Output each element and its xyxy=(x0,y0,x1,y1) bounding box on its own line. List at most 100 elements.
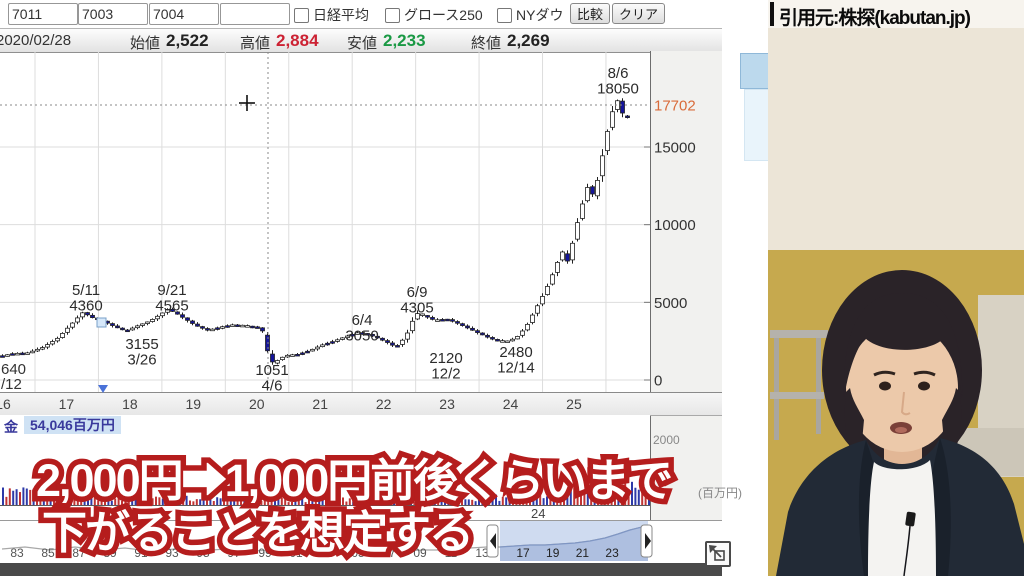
svg-text:21: 21 xyxy=(576,546,590,560)
svg-text:97: 97 xyxy=(227,546,241,560)
svg-text:23: 23 xyxy=(605,546,619,560)
checkbox-icon[interactable] xyxy=(294,7,309,23)
citation-caption: 引用元:株探(kabutan.jp) xyxy=(768,0,1024,29)
compare-button[interactable]: 比較 xyxy=(570,3,611,24)
svg-text:17: 17 xyxy=(59,396,75,412)
checkbox-icon[interactable] xyxy=(385,7,400,23)
svg-text:4/6: 4/6 xyxy=(262,378,283,395)
subtitle-text: 下がることを想定する xyxy=(42,507,474,558)
quote-date: 2020/02/28 xyxy=(0,32,72,49)
presenter-video xyxy=(768,0,1024,576)
svg-text:2000: 2000 xyxy=(653,433,680,447)
trading-value-badge: 54,046百万円 xyxy=(24,416,121,434)
svg-text:18: 18 xyxy=(122,396,138,412)
subtitle-line-2: 下がることを想定する 下がることを想定する xyxy=(36,496,479,564)
crosshair xyxy=(0,52,650,392)
subtitle-text: 2,000円➡1,000円前後くらいまで xyxy=(36,455,673,506)
svg-text:15000: 15000 xyxy=(654,140,696,157)
checkbox-label: グロース250 xyxy=(404,7,483,23)
svg-text:89: 89 xyxy=(103,546,117,560)
svg-text:07: 07 xyxy=(382,546,396,560)
bottom-scrollbar[interactable] xyxy=(0,563,770,576)
expand-icon xyxy=(709,545,725,561)
event-markers xyxy=(96,317,108,393)
toolbar: 日経平均 グロース250 NYダウ 比較 クリア xyxy=(0,0,722,28)
trading-value-prefix: 金 xyxy=(4,419,18,435)
svg-text:99: 99 xyxy=(258,546,272,560)
open-label: 始値 xyxy=(130,35,161,52)
svg-text:2480: 2480 xyxy=(499,344,532,361)
svg-text:87: 87 xyxy=(72,546,86,560)
presenter-illustration xyxy=(768,0,1024,576)
svg-text:4305: 4305 xyxy=(400,300,433,317)
nikkei-average-checkbox[interactable]: 日経平均 xyxy=(294,5,369,25)
quote-info-bar: 2020/02/28 始値 2,522 高値 2,884 安値 2,233 終値… xyxy=(0,28,722,53)
lapel-mic-icon xyxy=(905,511,916,527)
svg-text:3050: 3050 xyxy=(345,328,378,345)
svg-text:4565: 4565 xyxy=(155,298,188,315)
svg-text:20: 20 xyxy=(249,396,265,412)
subtitle-line-1: 2,000円➡1,000円前後くらいまで 2,000円➡1,000円前後くらいま… xyxy=(30,444,678,512)
svg-text:17702: 17702 xyxy=(654,98,696,115)
checkbox-icon[interactable] xyxy=(497,7,512,23)
citation-text: 引用元:株探(kabutan.jp) xyxy=(779,8,971,29)
stock-code-input-2[interactable] xyxy=(78,3,148,25)
nydow-checkbox[interactable]: NYダウ xyxy=(497,5,563,25)
svg-text:4360: 4360 xyxy=(69,298,102,315)
sidebar-widget-fragment xyxy=(744,89,772,161)
svg-text:01: 01 xyxy=(289,546,303,560)
svg-text:12/14: 12/14 xyxy=(497,360,535,377)
svg-text:22: 22 xyxy=(376,396,392,412)
svg-text:(百万円): (百万円) xyxy=(698,486,742,500)
svg-text:0: 0 xyxy=(654,373,662,390)
svg-text:18050: 18050 xyxy=(597,81,639,98)
low-label: 安値 xyxy=(347,35,378,52)
subtitle-outline: 下がることを想定する xyxy=(36,502,479,564)
svg-text:83: 83 xyxy=(10,546,24,560)
svg-text:21: 21 xyxy=(312,396,328,412)
timeline-handles[interactable] xyxy=(486,524,653,558)
svg-text:19: 19 xyxy=(546,546,560,560)
svg-text:19: 19 xyxy=(186,396,202,412)
clear-button[interactable]: クリア xyxy=(612,3,666,24)
svg-text:13: 13 xyxy=(475,546,489,560)
svg-text:17: 17 xyxy=(516,546,530,560)
svg-text:6/4: 6/4 xyxy=(352,312,373,329)
svg-text:2120: 2120 xyxy=(429,350,462,367)
gridlines xyxy=(0,52,650,392)
close-label: 終値 xyxy=(471,35,502,52)
stock-code-input-3[interactable] xyxy=(149,3,219,25)
svg-text:24: 24 xyxy=(503,396,519,412)
svg-text:10000: 10000 xyxy=(654,217,696,234)
fullscreen-chart-button[interactable] xyxy=(705,541,731,567)
checkbox-label: 日経平均 xyxy=(313,7,369,23)
svg-text:640: 640 xyxy=(1,361,26,378)
svg-text:12/2: 12/2 xyxy=(431,366,460,383)
growth250-checkbox[interactable]: グロース250 xyxy=(385,5,483,25)
checkbox-label: NYダウ xyxy=(516,7,564,23)
caption-divider xyxy=(770,2,774,26)
svg-text:3/26: 3/26 xyxy=(127,352,156,369)
low-value: 2,233 xyxy=(383,31,426,50)
svg-text:11: 11 xyxy=(445,546,458,560)
high-value: 2,884 xyxy=(276,31,319,50)
stock-code-input-1[interactable] xyxy=(8,3,78,25)
open-value: 2,522 xyxy=(166,31,209,50)
volume-bars xyxy=(2,464,650,505)
svg-text:5000: 5000 xyxy=(654,295,687,312)
svg-text:5/11: 5/11 xyxy=(72,282,100,299)
svg-text:23: 23 xyxy=(439,396,455,412)
svg-text:/12: /12 xyxy=(1,376,22,393)
svg-text:95: 95 xyxy=(196,546,210,560)
svg-text:8/6: 8/6 xyxy=(608,65,629,82)
close-value: 2,269 xyxy=(507,31,550,50)
svg-text:3155: 3155 xyxy=(125,336,158,353)
candlestick-chart[interactable]: 0 5000 10000 15000 17702 16 17 18 19 20 21 22 23 24 25… xyxy=(0,0,770,576)
plot-border xyxy=(650,51,651,563)
axis-labels: 0 5000 10000 15000 17702 16 17 18 19 20 21 22 23 24 25… xyxy=(0,98,742,521)
high-label: 高値 xyxy=(240,35,271,52)
svg-text:03: 03 xyxy=(320,546,334,560)
stock-code-input-4[interactable] xyxy=(220,3,290,25)
